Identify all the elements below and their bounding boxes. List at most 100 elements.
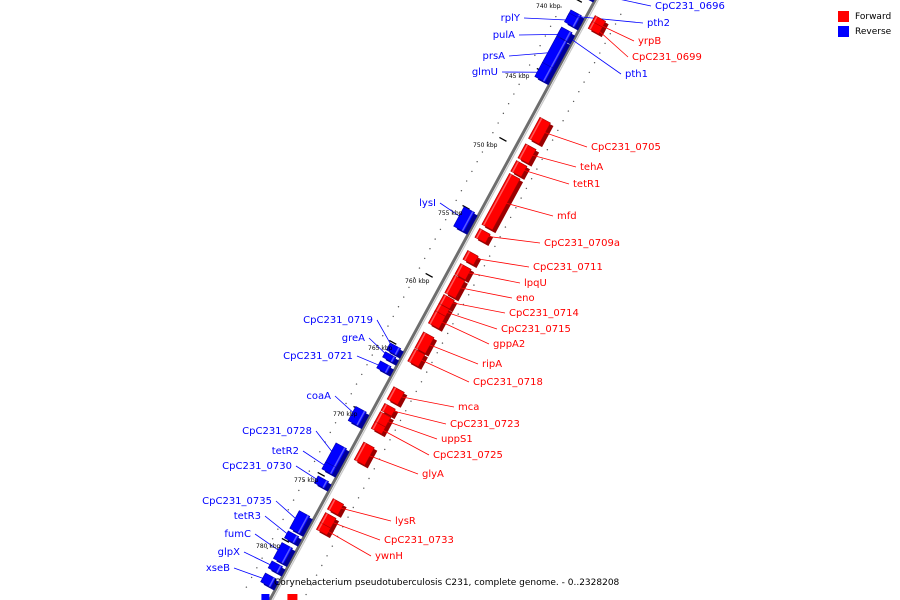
gene-label[interactable]: fumC	[224, 529, 251, 540]
gene-label[interactable]: prsA	[482, 51, 505, 62]
gene-pulA[interactable]: pulA	[493, 26, 576, 45]
gene-lpqU[interactable]: lpqU	[454, 263, 547, 289]
gene-label[interactable]: CpC231_0718	[473, 377, 543, 388]
guide-dot	[321, 564, 323, 567]
gene-CpC231_0718[interactable]: CpC231_0718	[407, 348, 543, 388]
gene-label[interactable]: greA	[342, 333, 365, 344]
gene-label[interactable]: CpC231_0699	[632, 52, 702, 63]
gene-label[interactable]: lysR	[395, 516, 416, 527]
gene-label[interactable]: tetR1	[573, 179, 600, 190]
gene-label[interactable]: pth2	[647, 18, 670, 29]
gene-label[interactable]: xseB	[206, 563, 230, 574]
gene-label[interactable]: CpC231_0696	[655, 1, 725, 12]
gene-label[interactable]: tehA	[580, 162, 603, 173]
gene-connector	[376, 319, 394, 350]
gene-gppA2[interactable]: gppA2	[427, 310, 525, 350]
gene-xseB[interactable]: xseB	[206, 563, 279, 591]
gene-mfd[interactable]: mfd	[481, 172, 577, 234]
gene-rplY[interactable]: rplY	[501, 12, 583, 31]
gene-CpC231_0711[interactable]: CpC231_0711	[462, 250, 603, 273]
gene-label[interactable]: lpqU	[524, 278, 547, 289]
gene-CpC231_0733[interactable]: CpC231_0733	[319, 512, 454, 546]
guide-dot	[518, 83, 520, 86]
guide-dot	[476, 161, 478, 163]
gene-tetR2[interactable]: tetR2	[272, 446, 340, 478]
gene-tetR3[interactable]: tetR3	[234, 511, 302, 547]
gene-glpX[interactable]: glpX	[218, 547, 286, 577]
gene-CpC231_0725[interactable]: CpC231_0725	[370, 420, 503, 461]
gene-label[interactable]: CpC231_0735	[202, 496, 272, 507]
gene-label[interactable]: lysI	[419, 198, 436, 209]
gene-label[interactable]: ripA	[482, 359, 502, 370]
gene-label[interactable]: CpC231_0711	[533, 262, 603, 273]
gene-connector	[416, 357, 470, 383]
gene-label[interactable]: pth1	[625, 69, 648, 80]
gene-lysI[interactable]: lysI	[419, 198, 478, 235]
gene-glmU[interactable]: glmU	[472, 61, 556, 86]
guide-dot	[292, 499, 295, 501]
guide-dot	[384, 448, 386, 451]
gene-label[interactable]: tetR3	[234, 511, 261, 522]
gene-label[interactable]: CpC231_0709a	[544, 238, 620, 249]
gene-label[interactable]: glmU	[472, 67, 498, 78]
gene-eno[interactable]: eno	[444, 274, 535, 304]
gene-label[interactable]: uppS1	[441, 434, 473, 445]
gene-label[interactable]: mca	[458, 402, 479, 413]
gene-lysR[interactable]: lysR	[326, 498, 416, 527]
gene-CpC231_0709a[interactable]: CpC231_0709a	[474, 228, 620, 249]
gene-fumC[interactable]: fumC	[224, 529, 296, 568]
gene-label[interactable]: CpC231_0721	[283, 351, 353, 362]
guide-dot	[549, 25, 552, 28]
gene-label[interactable]: CpC231_0723	[450, 419, 520, 430]
gene-label[interactable]: CpC231_0733	[384, 535, 454, 546]
guide-dot	[405, 410, 407, 412]
gene-coaA[interactable]: coaA	[306, 391, 370, 430]
gene-highlight	[589, 21, 595, 30]
gene-label[interactable]: pulA	[493, 30, 515, 41]
gene-CpC231_0723[interactable]: CpC231_0723	[380, 402, 520, 430]
gene-label[interactable]: rplY	[501, 13, 521, 24]
gene-label[interactable]: gppA2	[493, 339, 525, 350]
guide-dot	[599, 52, 601, 54]
gene-label[interactable]: coaA	[306, 391, 331, 402]
gene-glyA[interactable]: glyA	[353, 441, 444, 480]
gene-label[interactable]: ywnH	[375, 551, 403, 562]
gene-label[interactable]: CpC231_0725	[433, 450, 503, 461]
gene-label[interactable]: eno	[516, 293, 535, 304]
gene-connector	[482, 235, 541, 244]
gene-label[interactable]: CpC231_0719	[303, 315, 373, 326]
gene-label[interactable]: tetR2	[272, 446, 299, 457]
gene-prsA[interactable]: prsA	[482, 35, 571, 72]
gene-label[interactable]: yrpB	[638, 36, 661, 47]
gene-mca[interactable]: mca	[386, 386, 479, 413]
gene-CpC231_0730[interactable]: CpC231_0730	[222, 461, 332, 492]
gene-connector	[243, 551, 276, 568]
gene-label[interactable]: CpC231_0705	[591, 142, 661, 153]
gene-CpC231_0699[interactable]: CpC231_0699	[587, 20, 702, 63]
guide-dot	[444, 219, 447, 221]
gene-connector	[295, 465, 322, 483]
guide-dot	[520, 197, 522, 199]
gene-CpC231_0696[interactable]: CpC231_0696	[580, 0, 725, 12]
gene-CpC231_0715[interactable]: CpC231_0715	[433, 303, 571, 335]
gene-CpC231_0721[interactable]: CpC231_0721	[283, 351, 395, 377]
gene-CpC231_0735[interactable]: CpC231_0735	[202, 496, 313, 537]
guide-dot	[366, 364, 368, 366]
gene-label[interactable]: glyA	[422, 469, 444, 480]
gene-label[interactable]: CpC231_0730	[222, 461, 292, 472]
guide-dot	[357, 497, 360, 499]
gene-label[interactable]: CpC231_0728	[242, 426, 312, 437]
gene-label[interactable]: glpX	[218, 547, 240, 558]
gene-CpC231_0719[interactable]: CpC231_0719	[303, 315, 404, 359]
gene-label[interactable]: CpC231_0714	[509, 308, 579, 319]
gene-label[interactable]: mfd	[557, 211, 577, 222]
gene-ripA[interactable]: ripA	[414, 331, 502, 370]
guide-dot	[305, 593, 307, 596]
gene-greA[interactable]: greA	[342, 333, 399, 366]
gene-highlight	[332, 447, 346, 470]
gene-tetR1[interactable]: tetR1	[510, 160, 601, 190]
gene-label[interactable]: CpC231_0715	[501, 324, 571, 335]
gene-CpC231_0705[interactable]: CpC231_0705	[528, 116, 661, 153]
gene-ywnH[interactable]: ywnH	[315, 521, 403, 562]
gene-tehA[interactable]: tehA	[517, 143, 603, 173]
